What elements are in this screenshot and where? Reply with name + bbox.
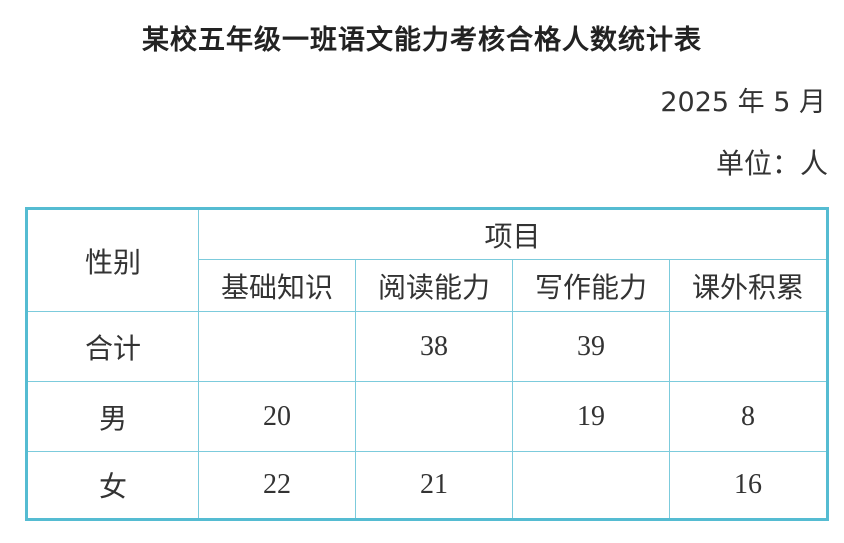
table-cell: 20 (198, 381, 356, 452)
table-cell: 16 (668, 451, 829, 520)
table-cell (668, 311, 829, 382)
table-row: 男 20 19 8 (26, 381, 829, 452)
table-row: 女 22 21 16 (26, 451, 829, 520)
table-cell: 19 (512, 381, 670, 452)
column-header: 基础知识 (198, 259, 356, 312)
column-header: 写作能力 (512, 259, 670, 312)
table-title: 某校五年级一班语文能力考核合格人数统计表 (142, 25, 702, 56)
column-header: 阅读能力 (355, 259, 513, 312)
unit-label: 单位：人 (715, 147, 828, 180)
corner-header: 性别 (26, 208, 199, 312)
table-cell (198, 311, 356, 382)
statistics-table: 性别 项目 基础知识 阅读能力 写作能力 课外积累 合计 38 39 男 20 … (25, 207, 830, 521)
table-cell: 8 (668, 381, 829, 452)
table-cell (512, 451, 670, 520)
date-label: 2025 年 5 月 (660, 87, 826, 118)
group-header: 项目 (197, 208, 829, 260)
row-label: 合计 (26, 311, 199, 382)
table-cell: 38 (355, 311, 513, 382)
table-cell: 21 (355, 451, 513, 520)
table-cell: 39 (512, 311, 670, 382)
table-cell (355, 381, 513, 452)
row-label: 女 (26, 451, 199, 520)
header-row: 性别 项目 (26, 208, 829, 312)
table-row: 合计 38 39 (26, 311, 829, 382)
table-cell: 22 (198, 451, 356, 520)
row-label: 男 (26, 381, 199, 452)
column-header: 课外积累 (668, 259, 829, 312)
